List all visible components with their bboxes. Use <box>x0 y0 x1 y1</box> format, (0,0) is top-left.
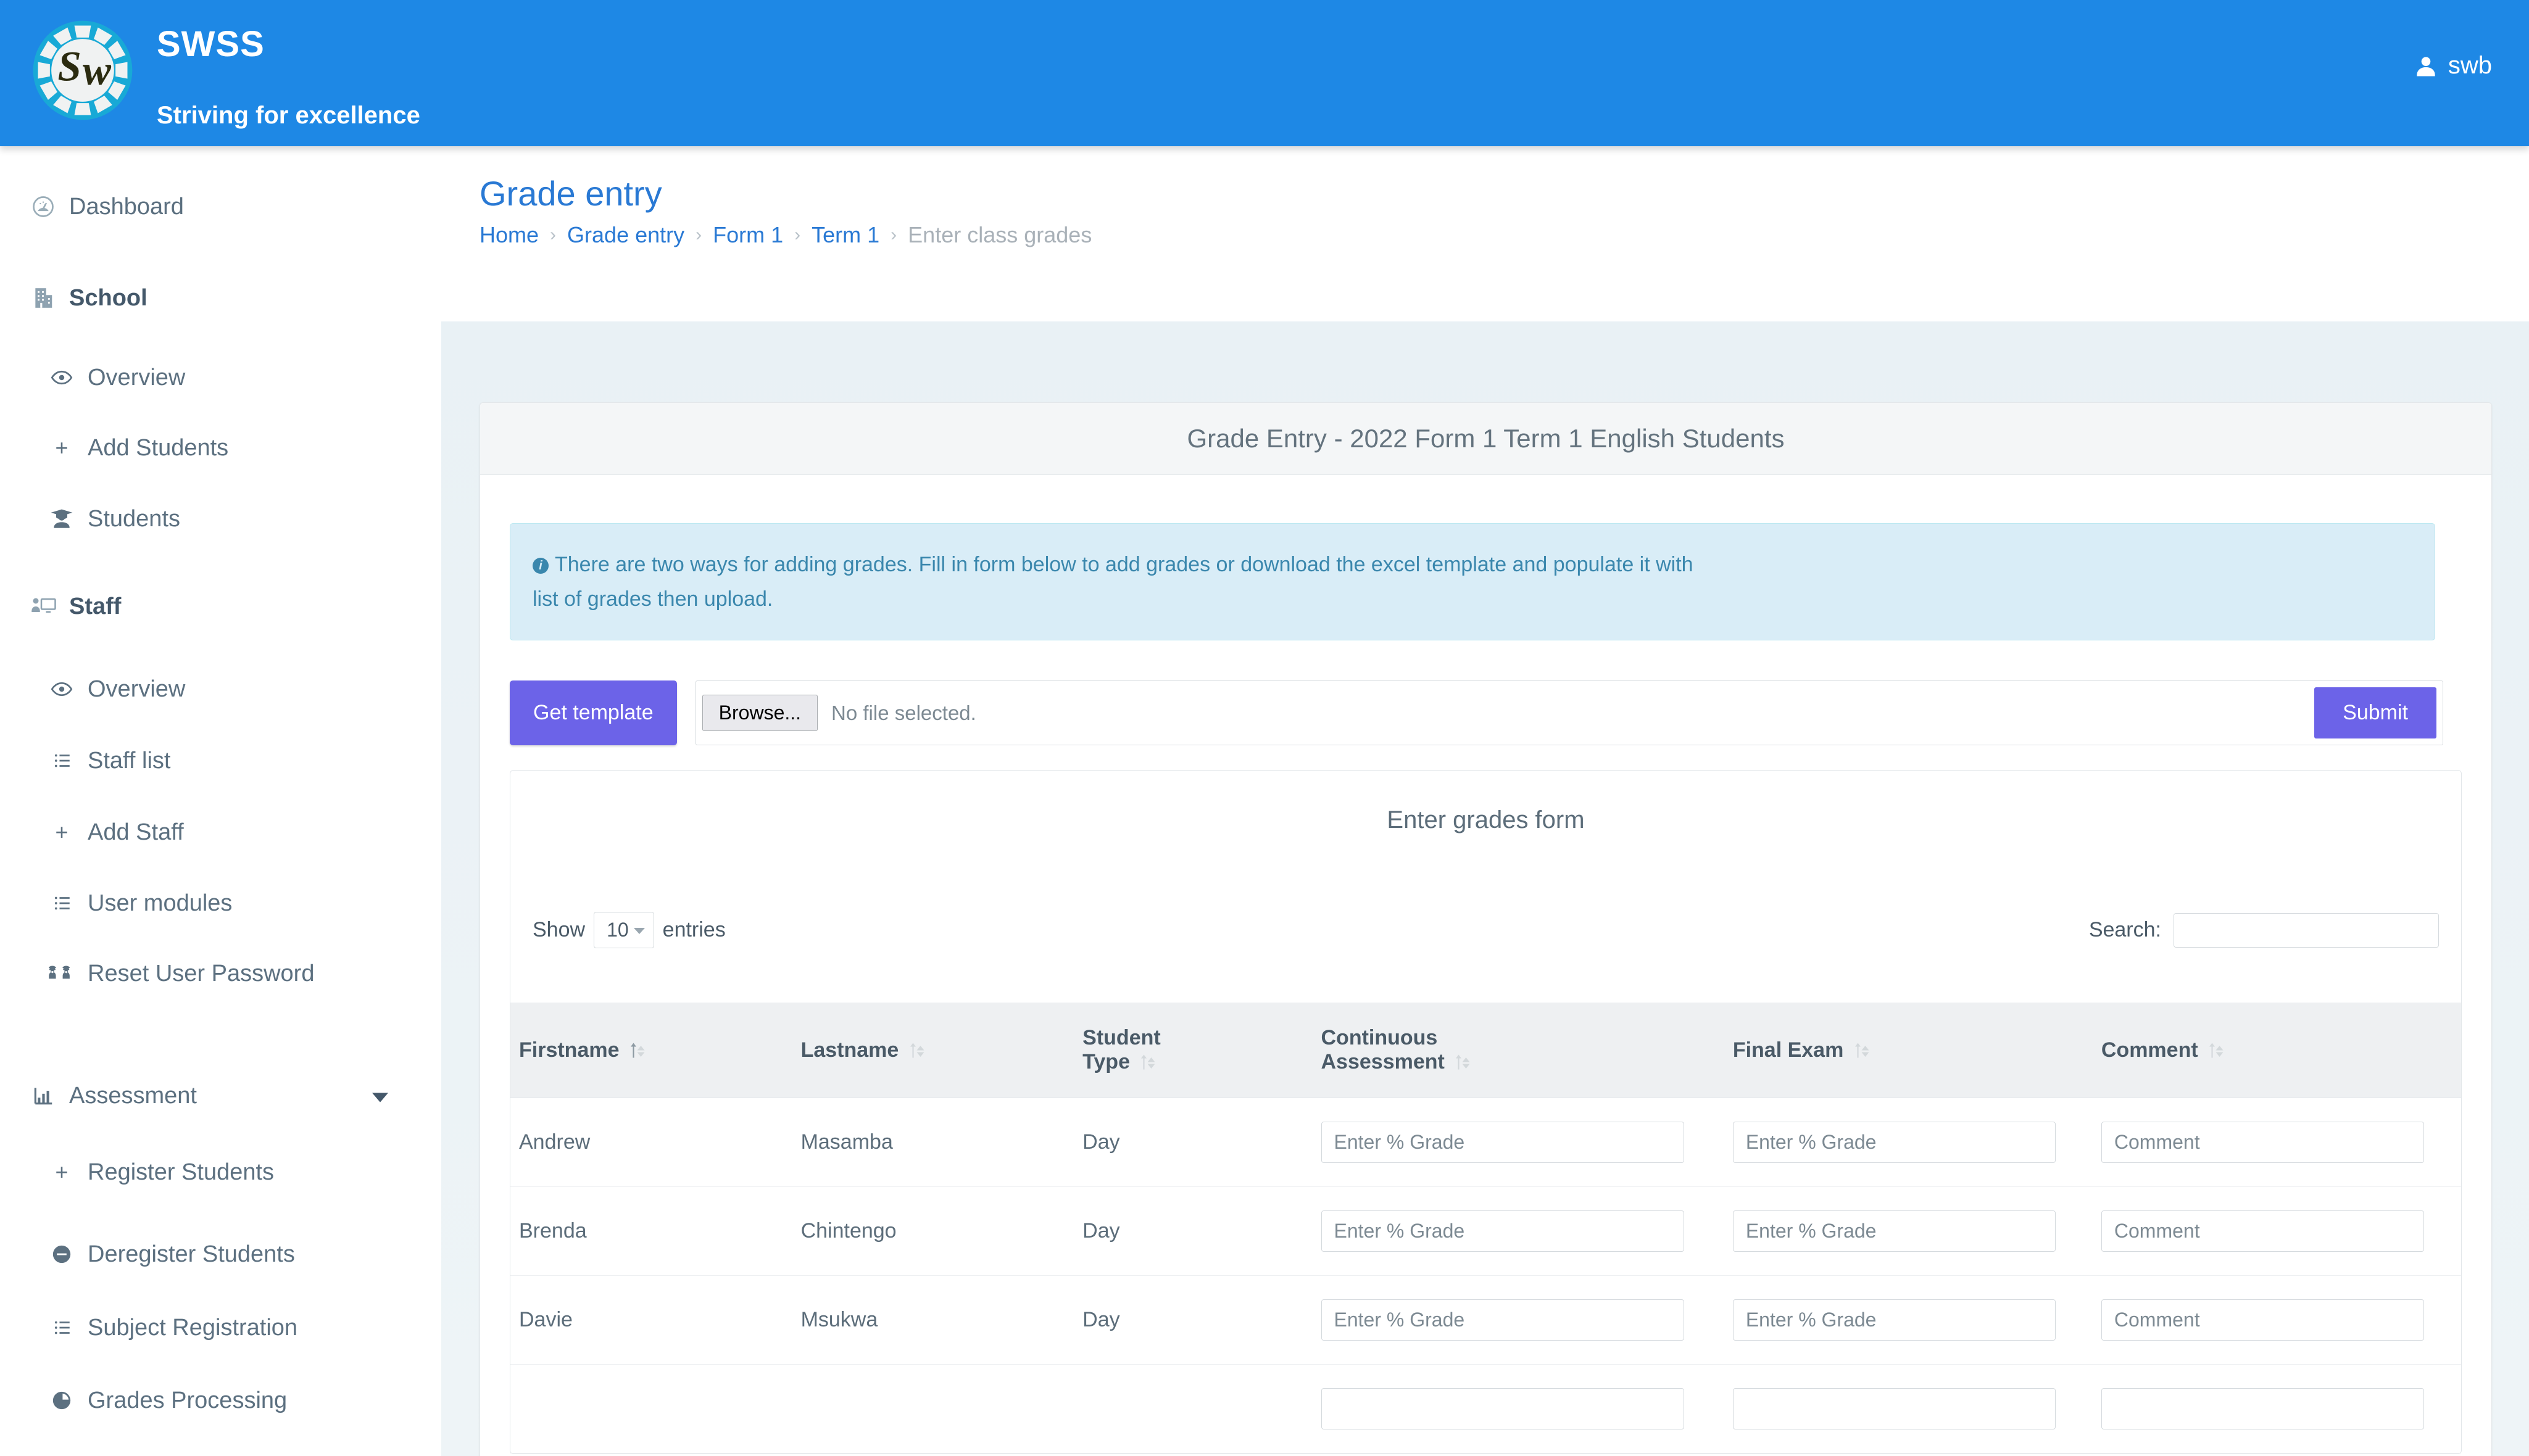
svg-text:S: S <box>58 43 81 89</box>
svg-text:w: w <box>83 47 112 94</box>
